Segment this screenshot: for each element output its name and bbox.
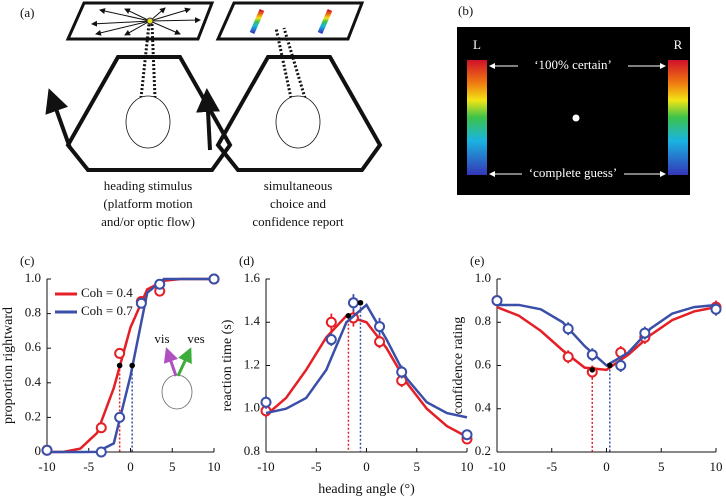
y-tick-label: 0.6 [25, 339, 42, 354]
annotation: vis [154, 331, 169, 346]
data-point [710, 303, 722, 315]
x-tick-label: 10 [208, 459, 221, 474]
caption: and/or optic flow) [101, 214, 195, 229]
y-axis-label: reaction time (s) [220, 319, 235, 411]
data-point [325, 334, 337, 346]
y-tick-label: 0.8 [25, 305, 41, 320]
report-diagram [215, 1, 383, 172]
x-tick-label: 5 [414, 459, 421, 474]
y-tick-label: 0 [35, 443, 42, 458]
y-tick-label: 0.8 [244, 443, 260, 458]
y-tick-label: 1.2 [244, 356, 260, 371]
x-axis-label: heading angle (°) [318, 482, 415, 497]
x-tick-label: 0 [363, 459, 370, 474]
x-tick-label: -10 [38, 459, 55, 474]
bar-label: L [473, 37, 481, 52]
legend-label: Coh = 0.7 [81, 303, 133, 318]
x-tick-label: -5 [546, 459, 557, 474]
fixation-point [572, 114, 580, 122]
y-tick-label: 1.0 [475, 270, 491, 285]
fit-curve [496, 305, 717, 372]
caption: choice and [270, 196, 326, 211]
bar-label: R [674, 37, 683, 52]
stimulus-diagram [45, 1, 233, 172]
caption: (platform motion [103, 196, 193, 211]
data-point [491, 295, 503, 307]
y-tick-label: 0.4 [475, 400, 492, 415]
panel-label: (c) [20, 253, 34, 268]
data-point [135, 297, 147, 309]
y-axis-label: confidence rating [451, 317, 466, 415]
data-point [615, 360, 627, 371]
pse-point [589, 367, 596, 373]
data-point [154, 278, 166, 290]
data-point [374, 321, 386, 333]
data-point [586, 349, 598, 361]
data-point [208, 273, 220, 285]
data-point [114, 347, 126, 359]
pse-point [129, 362, 135, 369]
pointer-arrows [489, 63, 666, 177]
screen [457, 27, 690, 195]
annotation: ‘complete guess’ [529, 165, 617, 180]
panel-label: (d) [239, 253, 254, 268]
data-point [562, 323, 574, 335]
y-tick-label: 0.8 [475, 313, 491, 328]
caption: heading stimulus [104, 178, 192, 193]
data-point [95, 446, 107, 458]
data-point [41, 444, 53, 456]
data-point [114, 411, 126, 423]
data-point [95, 422, 107, 434]
x-tick-label: -5 [83, 459, 94, 474]
pse-point [357, 299, 364, 306]
x-tick-label: 10 [461, 459, 474, 474]
y-tick-label: 1.4 [244, 313, 261, 328]
pse-point [606, 362, 613, 369]
data-point [396, 366, 408, 378]
x-tick-label: 0 [127, 459, 134, 474]
head-icon [161, 347, 193, 410]
y-tick-label: 0.6 [475, 356, 492, 371]
data-point [461, 429, 473, 441]
color-bar [668, 60, 688, 175]
caption: simultaneous [264, 178, 333, 193]
data-point [347, 297, 359, 309]
x-tick-label: 5 [658, 459, 665, 474]
fit-curve [47, 277, 214, 454]
color-bar [467, 60, 487, 175]
x-tick-label: 10 [710, 459, 723, 474]
y-axis-label: proportion rightward [1, 307, 16, 424]
x-tick-label: 0 [603, 459, 610, 474]
data-point [639, 327, 651, 339]
y-tick-label: 0.4 [25, 374, 42, 389]
fit-curve [497, 303, 717, 368]
panel-label: (b) [458, 3, 473, 18]
fit-curve [265, 303, 468, 419]
annotation: ‘100% certain’ [534, 57, 612, 72]
y-tick-label: 1.6 [244, 270, 261, 285]
panel-label: (e) [470, 253, 484, 268]
panel-label: (a) [20, 5, 34, 20]
y-tick-label: 0.2 [475, 443, 491, 458]
fit-curve [265, 314, 468, 438]
data-point [562, 351, 574, 363]
x-tick-label: -10 [488, 459, 505, 474]
legend-label: Coh = 0.4 [81, 285, 133, 300]
data-point [260, 396, 272, 408]
pse-point [345, 312, 352, 319]
pse-point [116, 362, 123, 369]
caption: confidence report [252, 214, 344, 229]
y-tick-label: 1.0 [244, 400, 260, 415]
x-tick-label: -10 [257, 459, 274, 474]
data-point [374, 336, 386, 348]
y-tick-label: 1.0 [25, 270, 41, 285]
x-tick-label: -5 [311, 459, 322, 474]
x-tick-label: 5 [169, 459, 176, 474]
data-point [325, 316, 337, 328]
y-tick-label: 0.2 [25, 408, 41, 423]
annotation: ves [187, 331, 204, 346]
